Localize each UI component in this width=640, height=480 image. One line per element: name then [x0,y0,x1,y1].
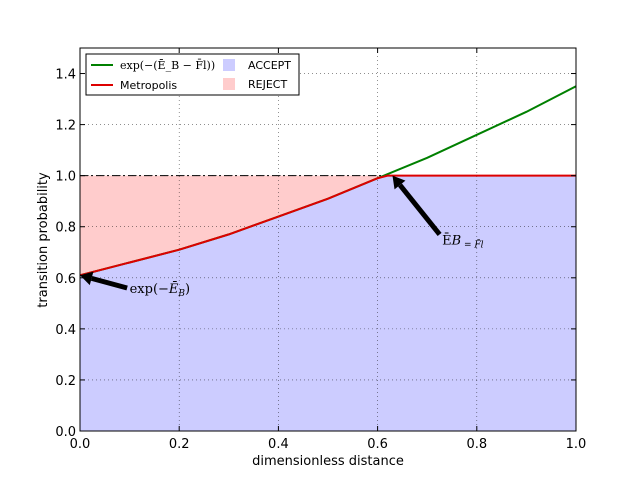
x-tick-label: 0.0 [70,437,91,452]
y-tick-label: 0.4 [55,323,76,338]
plot-frame [79,47,577,432]
regions [80,175,576,431]
y-tick-label: 0.8 [55,221,76,236]
y-tick-label: 0.0 [55,425,76,440]
y-tick-label: 1.0 [55,170,76,185]
annotation-text-exp: exp(−ĒB) [130,281,191,299]
y-tick-label: 0.6 [55,272,76,287]
x-tick-label: 0.6 [367,437,388,452]
legend-label-metropolis: Metropolis [120,79,177,92]
annotation-arrow-exp-shaft [90,275,128,291]
annotation-arrow-exp-head [80,271,94,286]
legend-label-accept: ACCEPT [248,59,291,72]
y-tick-labels: 0.0 0.2 0.4 0.6 0.8 1.0 1.2 1.4 [55,68,76,440]
y-axis-label: transition probability [36,172,51,308]
annotation-text-eb: ĒB = F̄l [442,233,484,251]
legend-label-exp: exp(−(Ē_B − F̄l)) [120,59,215,72]
accept-region [80,175,576,431]
y-tick-label: 1.4 [55,68,76,83]
y-tick-label: 1.2 [55,119,76,134]
x-tick-labels: 0.0 0.2 0.4 0.6 0.8 1.0 [70,437,587,452]
x-tick-label: 1.0 [566,437,587,452]
annotations: exp(−ĒB) ĒB = F̄l [80,175,484,299]
legend-swatch-accept [223,59,235,71]
x-axis-label: dimensionless distance [252,454,404,469]
series-line-metropolis [80,174,576,277]
annotation-arrow-eb-head [392,175,406,190]
reject-region [80,175,388,276]
legend-box [85,53,300,96]
ticks [79,48,577,432]
legend-label-reject: REJECT [248,78,287,91]
annotation-arrow-eb-shaft [398,183,442,236]
x-tick-label: 0.8 [466,437,487,452]
series-lines [80,85,576,277]
y-tick-label: 0.2 [55,374,76,389]
legend-swatch-reject [223,78,235,90]
x-tick-label: 0.4 [268,437,289,452]
legend: exp(−(Ē_B − F̄l)) Metropolis ACCEPT REJECT [85,53,300,96]
x-tick-label: 0.2 [169,437,190,452]
